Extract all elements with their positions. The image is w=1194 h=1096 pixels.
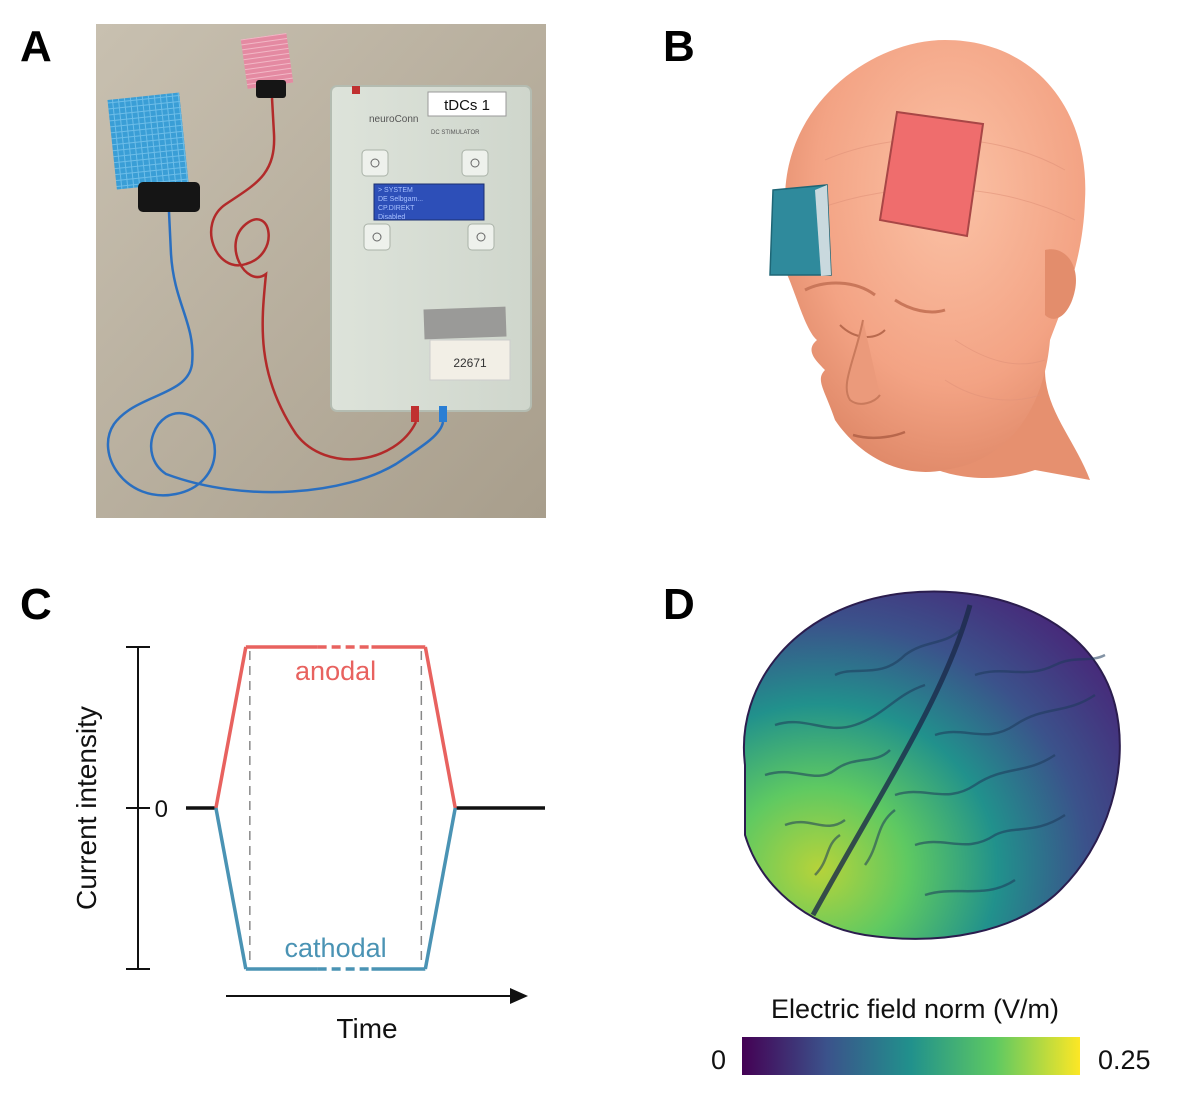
chart-x-label: Time xyxy=(336,1013,397,1044)
tdcs-device-photo: tDCs 1 neuroConn DC STIMULATOR > SYSTEM … xyxy=(96,24,546,518)
colorbar-title: Electric field norm (V/m) xyxy=(771,994,1059,1024)
series-cathodal-ramp-up xyxy=(214,807,248,970)
colorbar-gradient xyxy=(742,1037,1080,1075)
stimulation-chart: Current intensity 0 anodal cathodal Time xyxy=(71,645,545,1044)
series-anodal-ramp-down xyxy=(423,646,457,809)
brain-electric-field xyxy=(742,590,1121,940)
tag-number: 22671 xyxy=(453,356,487,370)
lcd-line-2: DE Selbgam... xyxy=(378,196,423,203)
panel-letter-a: A xyxy=(20,22,52,71)
series-label-cathodal: cathodal xyxy=(285,933,387,963)
chart-guides xyxy=(249,651,423,965)
panel-letter-d: D xyxy=(663,580,695,629)
time-arrow xyxy=(226,988,528,1004)
colorbar: Electric field norm (V/m) 0 0.25 xyxy=(711,994,1151,1075)
lcd-line-1: > SYSTEM xyxy=(378,187,413,194)
panel-letter-c: C xyxy=(20,580,52,629)
head-model xyxy=(769,40,1090,480)
panel-letter-b: B xyxy=(663,22,695,71)
colorbar-min-label: 0 xyxy=(711,1045,726,1075)
chart-y-axis xyxy=(126,646,150,970)
device-sub: DC STIMULATOR xyxy=(431,130,480,136)
series-label-anodal: anodal xyxy=(295,656,376,686)
lcd-line-3: CP.DIREKT xyxy=(378,205,415,212)
device-label: tDCs 1 xyxy=(444,97,490,114)
chart-series xyxy=(186,645,545,971)
series-cathodal-ramp-down xyxy=(423,807,457,970)
colorbar-max-label: 0.25 xyxy=(1098,1045,1151,1075)
device-brand: neuroConn xyxy=(369,114,418,125)
y-tick-label-0: 0 xyxy=(155,796,168,823)
lcd-line-4: Disabled xyxy=(378,214,405,221)
series-anodal-ramp-up xyxy=(214,646,248,809)
chart-y-label: Current intensity xyxy=(71,706,102,910)
